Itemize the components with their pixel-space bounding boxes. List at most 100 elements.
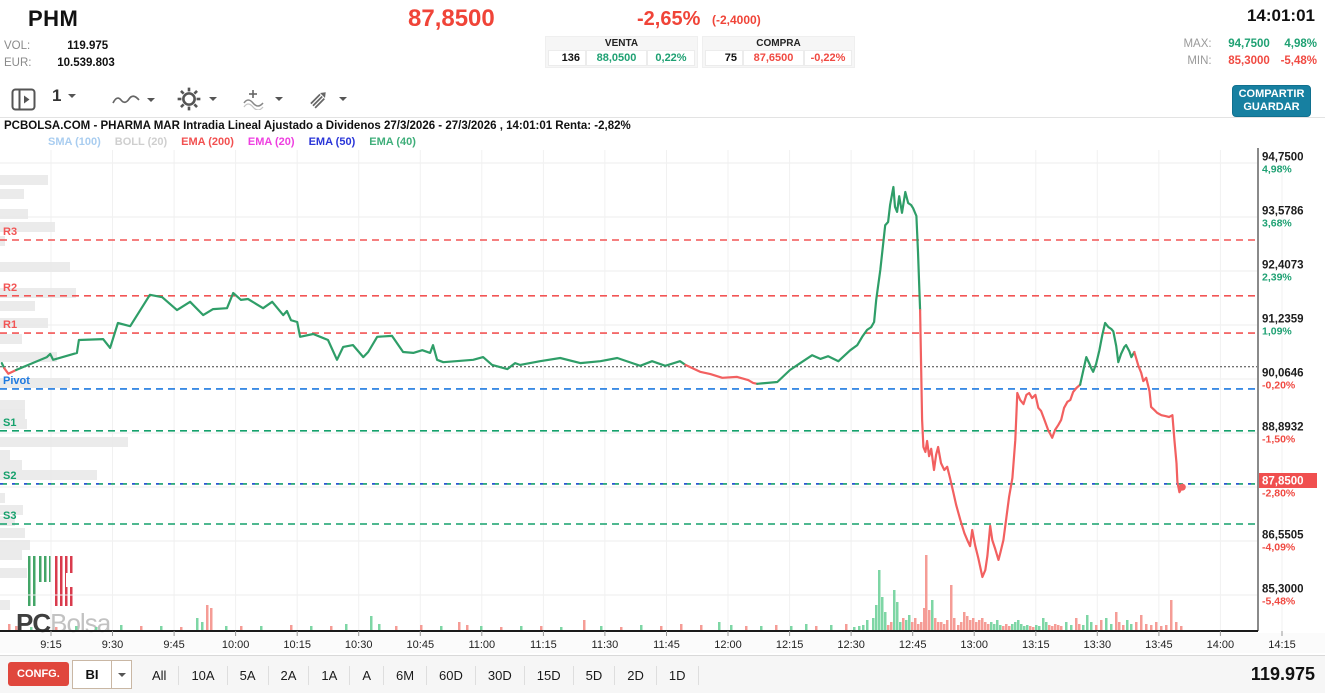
svg-text:90,0646: 90,0646 (1262, 368, 1304, 380)
svg-text:13:00: 13:00 (960, 639, 988, 651)
interval-dropdown[interactable]: 1 (52, 86, 77, 106)
svg-text:13:15: 13:15 (1022, 639, 1050, 651)
svg-text:10:15: 10:15 (283, 639, 311, 651)
svg-text:11:30: 11:30 (592, 639, 619, 651)
svg-text:91,2359: 91,2359 (1262, 314, 1304, 326)
vol-label: VOL: (4, 40, 31, 52)
range-a[interactable]: A (350, 665, 384, 685)
eur-row: EUR: 10.539.803 (4, 57, 115, 69)
divider (0, 117, 1325, 118)
chevron-down-icon (147, 98, 155, 106)
legend-item-ema-200-[interactable]: EMA (200) (181, 136, 234, 148)
svg-text:-0,20%: -0,20% (1262, 380, 1296, 392)
svg-text:-2,80%: -2,80% (1262, 488, 1296, 500)
range-2d[interactable]: 2D (615, 665, 657, 685)
svg-text:13:30: 13:30 (1084, 639, 1112, 651)
range-1d[interactable]: 1D (657, 665, 699, 685)
eur-label: EUR: (4, 57, 32, 69)
svg-text:11:15: 11:15 (530, 639, 557, 651)
chart-type-dropdown[interactable] (112, 92, 155, 108)
venta-box: VENTA 136 88,0500 0,22% (545, 36, 698, 68)
chevron-down-icon (339, 97, 347, 105)
svg-text:-4,09%: -4,09% (1262, 542, 1296, 554)
legend-item-ema-50-[interactable]: EMA (50) (308, 136, 356, 148)
svg-text:92,4073: 92,4073 (1262, 260, 1304, 272)
range-2a[interactable]: 2A (269, 665, 310, 685)
pencil-icon (310, 92, 326, 109)
compra-box: COMPRA 75 87,6500 -0,22% (702, 36, 855, 68)
svg-text:3,68%: 3,68% (1262, 218, 1292, 230)
svg-text:87,8500: 87,8500 (1262, 476, 1304, 488)
legend-item-boll-20-[interactable]: BOLL (20) (114, 136, 168, 148)
pcbolsa-logo (28, 556, 178, 606)
chevron-down-icon (209, 97, 217, 105)
range-5d[interactable]: 5D (574, 665, 616, 685)
panel-toggle-icon (11, 88, 36, 111)
clock: 14:01:01 (1246, 6, 1315, 25)
legend-item-sma-100-[interactable]: SMA (100) (48, 136, 101, 148)
max-row: MAX: 94,7500 4,98% (1183, 36, 1317, 53)
svg-text:-5,48%: -5,48% (1262, 596, 1296, 608)
price-chart[interactable]: R3 R2 R1 Pivot S1 S2 S3 9:15 9:30 9:45 10:00 10:15 1… (0, 0, 1325, 655)
pivot-label-s2: S2 (3, 470, 16, 482)
svg-text:9:30: 9:30 (102, 639, 123, 651)
svg-text:12:00: 12:00 (714, 639, 742, 651)
min-pct: -5,48% (1280, 55, 1317, 67)
range-10a[interactable]: 10A (179, 665, 228, 685)
svg-text:88,8932: 88,8932 (1262, 422, 1304, 434)
svg-text:86,5505: 86,5505 (1262, 530, 1304, 542)
change-percent: -2,65% (637, 8, 701, 30)
pivot-label-pivot: Pivot (3, 375, 30, 387)
add-indicator-icon (243, 90, 264, 110)
symbol: PHM (28, 6, 79, 31)
svg-text:11:45: 11:45 (653, 639, 680, 651)
share-save-button[interactable]: COMPARTIR GUARDAR (1232, 85, 1311, 117)
range-5a[interactable]: 5A (228, 665, 269, 685)
range-30d[interactable]: 30D (476, 665, 525, 685)
chevron-down-icon (68, 94, 77, 102)
min-label: MIN: (1187, 55, 1212, 67)
max-min-block: MAX: 94,7500 4,98% MIN: 85,3000 -5,48% (1183, 36, 1317, 70)
range-60d[interactable]: 60D (427, 665, 476, 685)
gear-icon (177, 87, 201, 111)
settings-dropdown[interactable] (176, 86, 217, 112)
vol-value: 119.975 (67, 40, 109, 52)
legend-item-ema-40-[interactable]: EMA (40) (369, 136, 416, 148)
pivot-label-r2: R2 (3, 282, 17, 294)
venta-title: VENTA (604, 38, 639, 49)
compra-qty: 75 (705, 50, 743, 66)
chevron-down-icon (275, 97, 283, 105)
max-label: MAX: (1183, 38, 1212, 50)
svg-text:12:30: 12:30 (837, 639, 865, 651)
svg-text:10:45: 10:45 (407, 639, 435, 651)
confg-button[interactable]: CONFG. (8, 662, 69, 686)
svg-text:12:45: 12:45 (899, 639, 927, 651)
x-axis-strip (0, 633, 1325, 653)
range-1a[interactable]: 1A (309, 665, 351, 685)
footer-bar: CONFG. BI All 10A 5A 2A 1A A 6M 60D 30D 15D 5D 2D 1D… (0, 655, 1325, 693)
svg-text:9:15: 9:15 (40, 639, 61, 651)
interval-selector-caret[interactable] (111, 661, 131, 688)
pivot-lines: R3 R2 R1 Pivot S1 S2 S3 (0, 226, 1258, 525)
svg-text:13:45: 13:45 (1145, 639, 1173, 651)
svg-text:1,09%: 1,09% (1262, 326, 1292, 338)
time-axis-labels: 9:15 9:30 9:45 10:00 10:15 10:30 10:45 11:00 11:… (40, 631, 1296, 651)
panel-toggle-button[interactable] (10, 86, 37, 113)
range-all[interactable]: All (140, 665, 180, 685)
grid (0, 150, 1283, 631)
volume-bars (8, 555, 1183, 630)
svg-text:14:15: 14:15 (1268, 639, 1296, 651)
session-volume: 119.975 (1250, 664, 1315, 684)
pivot-label-r3: R3 (3, 226, 17, 238)
draw-tools-dropdown[interactable] (306, 86, 347, 112)
svg-text:2,39%: 2,39% (1262, 272, 1292, 284)
legend-item-ema-20-[interactable]: EMA (20) (247, 136, 295, 148)
interval-value: 1 (52, 86, 62, 105)
range-buttons: All 10A 5A 2A 1A A 6M 60D 30D 15D 5D 2D 1D (140, 656, 699, 693)
range-15d[interactable]: 15D (525, 665, 574, 685)
interval-selector[interactable]: BI (72, 660, 132, 689)
indicators-dropdown[interactable] (242, 88, 283, 110)
chart-title: PCBOLSA.COM - PHARMA MAR Intradia Lineal… (4, 120, 631, 132)
range-6m[interactable]: 6M (384, 665, 428, 685)
